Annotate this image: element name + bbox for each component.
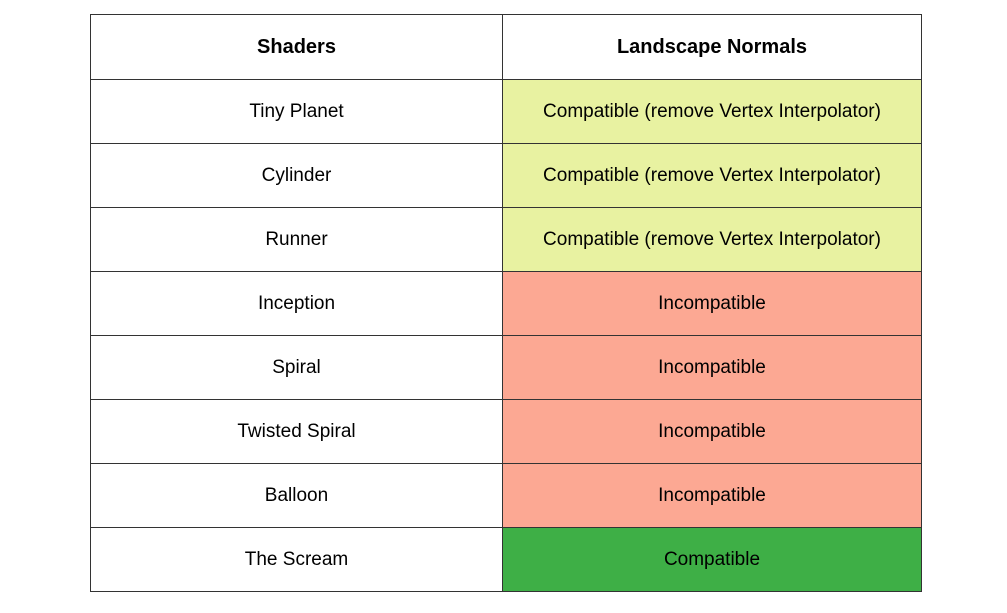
shader-name-cell: Balloon — [90, 463, 503, 528]
table-row: Tiny Planet Compatible (remove Vertex In… — [90, 79, 922, 144]
shader-name-cell: The Scream — [90, 527, 503, 592]
status-cell: Incompatible — [502, 399, 922, 464]
shader-name-cell: Inception — [90, 271, 503, 336]
table-row: Cylinder Compatible (remove Vertex Inter… — [90, 143, 922, 208]
table-row: The Scream Compatible — [90, 527, 922, 592]
table-row: Inception Incompatible — [90, 271, 922, 336]
status-cell: Compatible — [502, 527, 922, 592]
status-cell: Incompatible — [502, 335, 922, 400]
table-row: Spiral Incompatible — [90, 335, 922, 400]
shader-name-cell: Twisted Spiral — [90, 399, 503, 464]
table-row: Balloon Incompatible — [90, 463, 922, 528]
status-cell: Incompatible — [502, 271, 922, 336]
shader-name-cell: Spiral — [90, 335, 503, 400]
shader-name-cell: Cylinder — [90, 143, 503, 208]
status-cell: Compatible (remove Vertex Interpolator) — [502, 143, 922, 208]
header-landscape-normals: Landscape Normals — [502, 14, 922, 80]
shader-name-cell: Tiny Planet — [90, 79, 503, 144]
status-cell: Compatible (remove Vertex Interpolator) — [502, 79, 922, 144]
compatibility-table: Shaders Landscape Normals Tiny Planet Co… — [90, 14, 922, 592]
table-row: Twisted Spiral Incompatible — [90, 399, 922, 464]
status-cell: Incompatible — [502, 463, 922, 528]
table-row: Runner Compatible (remove Vertex Interpo… — [90, 207, 922, 272]
header-row: Shaders Landscape Normals — [90, 14, 922, 80]
shader-name-cell: Runner — [90, 207, 503, 272]
status-cell: Compatible (remove Vertex Interpolator) — [502, 207, 922, 272]
header-shaders: Shaders — [90, 14, 503, 80]
